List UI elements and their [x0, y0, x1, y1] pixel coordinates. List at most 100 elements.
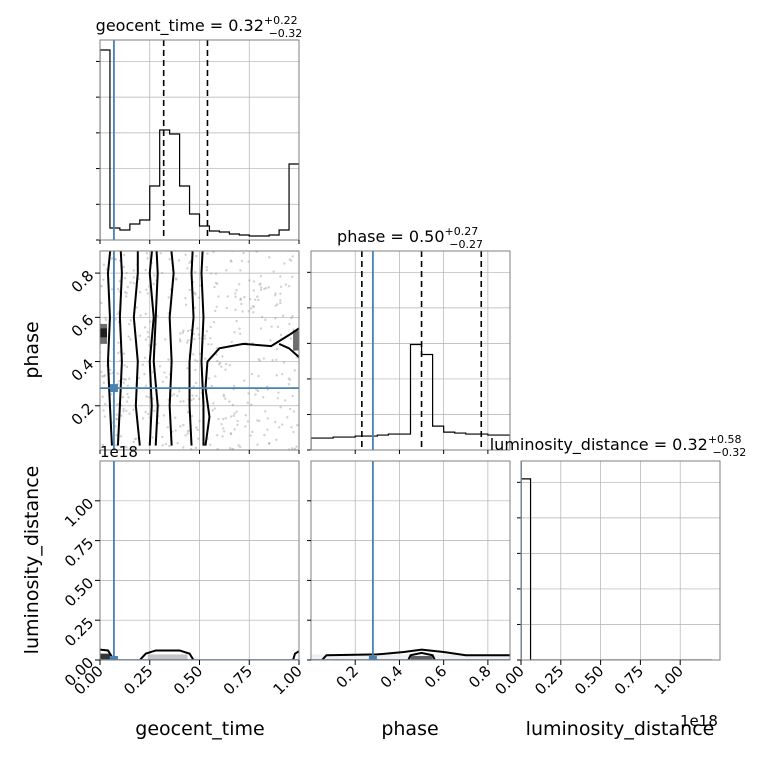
- sample-point: [132, 269, 135, 272]
- sample-point: [146, 257, 149, 260]
- sample-point: [279, 333, 283, 337]
- sample-point: [158, 365, 162, 368]
- sample-point: [198, 419, 201, 423]
- sample-point: [212, 320, 216, 324]
- sample-point: [239, 445, 242, 449]
- sample-point: [161, 435, 164, 439]
- sample-point: [210, 272, 213, 275]
- sample-point: [235, 410, 238, 413]
- sample-point: [156, 314, 159, 317]
- sample-point: [100, 284, 103, 288]
- sample-point: [167, 358, 170, 361]
- sample-point: [284, 283, 288, 286]
- sample-point: [215, 353, 218, 356]
- panel-1-1-grid: [311, 251, 510, 450]
- sample-point: [292, 328, 295, 331]
- sample-point: [146, 331, 150, 334]
- sample-point: [292, 410, 296, 413]
- x-tick-label-phase: 0.4: [377, 662, 407, 692]
- sample-point: [165, 376, 168, 379]
- sample-point: [195, 426, 198, 429]
- sample-point: [188, 261, 191, 265]
- sample-point: [152, 282, 156, 286]
- sample-point: [176, 394, 179, 398]
- sample-point: [210, 343, 213, 346]
- sample-point: [243, 295, 246, 299]
- sample-point: [160, 271, 164, 275]
- sample-point: [279, 299, 282, 302]
- sample-point: [209, 325, 212, 329]
- sample-point: [125, 409, 128, 413]
- sample-point: [197, 296, 201, 299]
- y-tick-label-phase: 0.8: [68, 267, 98, 297]
- sample-point: [194, 381, 198, 385]
- panel_gt_phase: [100, 232, 299, 450]
- title-lower-error: −0.32: [269, 27, 303, 40]
- sample-point: [276, 303, 279, 306]
- x-axis-label-phase: phase: [381, 718, 438, 740]
- sample-point: [121, 395, 125, 399]
- x-tick-label-geocent_time: 0.25: [120, 662, 156, 698]
- sample-point: [238, 327, 241, 330]
- sample-point: [198, 352, 202, 355]
- sample-point: [265, 286, 268, 290]
- sample-point: [288, 378, 292, 381]
- sample-point: [209, 337, 212, 340]
- title-geocent_time: geocent_time = 0.32+0.22 −0.32: [96, 14, 303, 40]
- sample-point: [290, 426, 293, 429]
- x-tick-label-luminosity_distance: 0.00: [491, 662, 527, 698]
- sample-point: [214, 281, 218, 285]
- x-tick-label-geocent_time: 0.50: [170, 662, 206, 698]
- sample-point: [229, 415, 233, 418]
- sample-point: [254, 393, 257, 396]
- sample-point: [212, 251, 215, 254]
- sample-point: [184, 253, 187, 256]
- truth-marker: [109, 656, 118, 660]
- sample-point: [138, 291, 142, 294]
- sample-point: [214, 272, 218, 275]
- sample-point: [133, 437, 137, 441]
- sample-point: [144, 338, 148, 341]
- sample-point: [123, 364, 126, 367]
- sample-point: [267, 286, 271, 289]
- contour-line: [292, 650, 299, 660]
- sample-point: [157, 232, 159, 234]
- title-upper-error: +0.27: [445, 225, 479, 238]
- sample-point: [123, 378, 126, 381]
- sample-point: [233, 428, 236, 431]
- sample-point: [266, 417, 270, 420]
- sample-point: [270, 325, 273, 328]
- sample-point: [102, 409, 105, 412]
- sample-point: [144, 244, 146, 246]
- hist-luminosity_distance: [521, 461, 713, 660]
- sample-point: [224, 362, 228, 366]
- sample-point: [188, 288, 192, 292]
- sample-point: [295, 445, 298, 448]
- sample-point: [184, 434, 187, 437]
- sample-point: [257, 298, 260, 302]
- sample-point: [259, 275, 263, 278]
- sample-point: [231, 403, 235, 407]
- sample-point: [213, 285, 216, 289]
- sample-point: [186, 430, 190, 433]
- sample-point: [274, 317, 277, 320]
- sample-point: [193, 358, 197, 362]
- sample-point: [291, 255, 294, 258]
- histogram-geocent_time: [100, 49, 299, 240]
- sample-point: [194, 368, 197, 372]
- sample-point: [192, 397, 195, 401]
- sample-point: [228, 363, 232, 367]
- sample-point: [279, 292, 282, 295]
- sample-point: [232, 384, 236, 388]
- contour-line: [278, 342, 299, 358]
- sample-point: [143, 372, 146, 376]
- sample-point: [279, 406, 282, 409]
- contour-line: [132, 251, 141, 446]
- sample-point: [203, 334, 207, 337]
- sample-point: [281, 423, 284, 426]
- x-tick-label-luminosity_distance: 0.50: [571, 662, 607, 698]
- sample-point: [176, 441, 179, 445]
- title-lower-error: −0.32: [713, 446, 747, 459]
- contour-line: [200, 251, 205, 446]
- axes-frame-1-2: [310, 460, 511, 661]
